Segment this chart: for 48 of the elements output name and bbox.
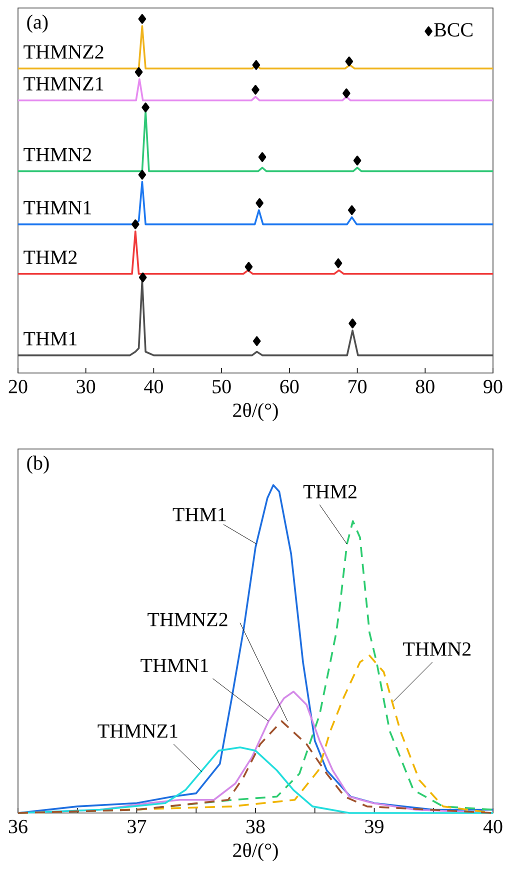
x-tick-label: 30 [76,380,96,394]
x-tick-label: 39 [365,820,384,834]
point [134,67,143,77]
x-tick-label: 50 [212,380,231,394]
series-label: THMNZ1 [24,77,104,90]
x-tick-label: 40 [483,820,502,834]
point [252,336,261,346]
point [342,88,350,98]
series-label: THM2 [24,250,77,264]
series-label: THM1 [172,508,226,522]
x-tick-label: 80 [416,380,434,394]
series-label: THMN1 [24,201,91,214]
x-tick-label: 20 [8,380,28,394]
x-axis-title: 2θ/(°) [233,842,278,862]
point [138,14,146,24]
point [138,170,146,180]
x-axis-title: 2θ/(°) [233,402,278,422]
point [258,152,266,162]
x-tick-label: 60 [280,380,299,394]
point [244,262,253,272]
x-tick-label: 90 [484,380,502,394]
series-label: THM2 [303,484,356,498]
x-tick-label: 70 [348,380,367,394]
annotation: (a) [27,14,48,33]
point [348,318,356,328]
point [252,60,260,70]
text: THMN1 [140,658,208,672]
point [348,205,356,216]
text: (b) [27,456,49,474]
point [256,198,264,208]
series-label: THM1 [24,332,77,346]
point [353,156,362,166]
text: THMNZ1 [98,724,178,738]
point [131,219,140,230]
text: THMNZ2 [148,612,228,626]
x-tick-label: 38 [246,820,265,834]
point [334,258,342,268]
series-label: THMN2 [24,148,92,162]
legend-label: BCC [434,23,472,37]
point [142,102,150,112]
series-label: THMN2 [403,642,471,656]
point [252,84,260,95]
point [138,272,147,282]
x-tick-label: 40 [144,380,163,394]
series-label: THMNZ2 [24,45,104,58]
x-tick-label: 36 [8,820,28,834]
point [345,56,354,66]
x-tick-label: 37 [128,820,146,834]
